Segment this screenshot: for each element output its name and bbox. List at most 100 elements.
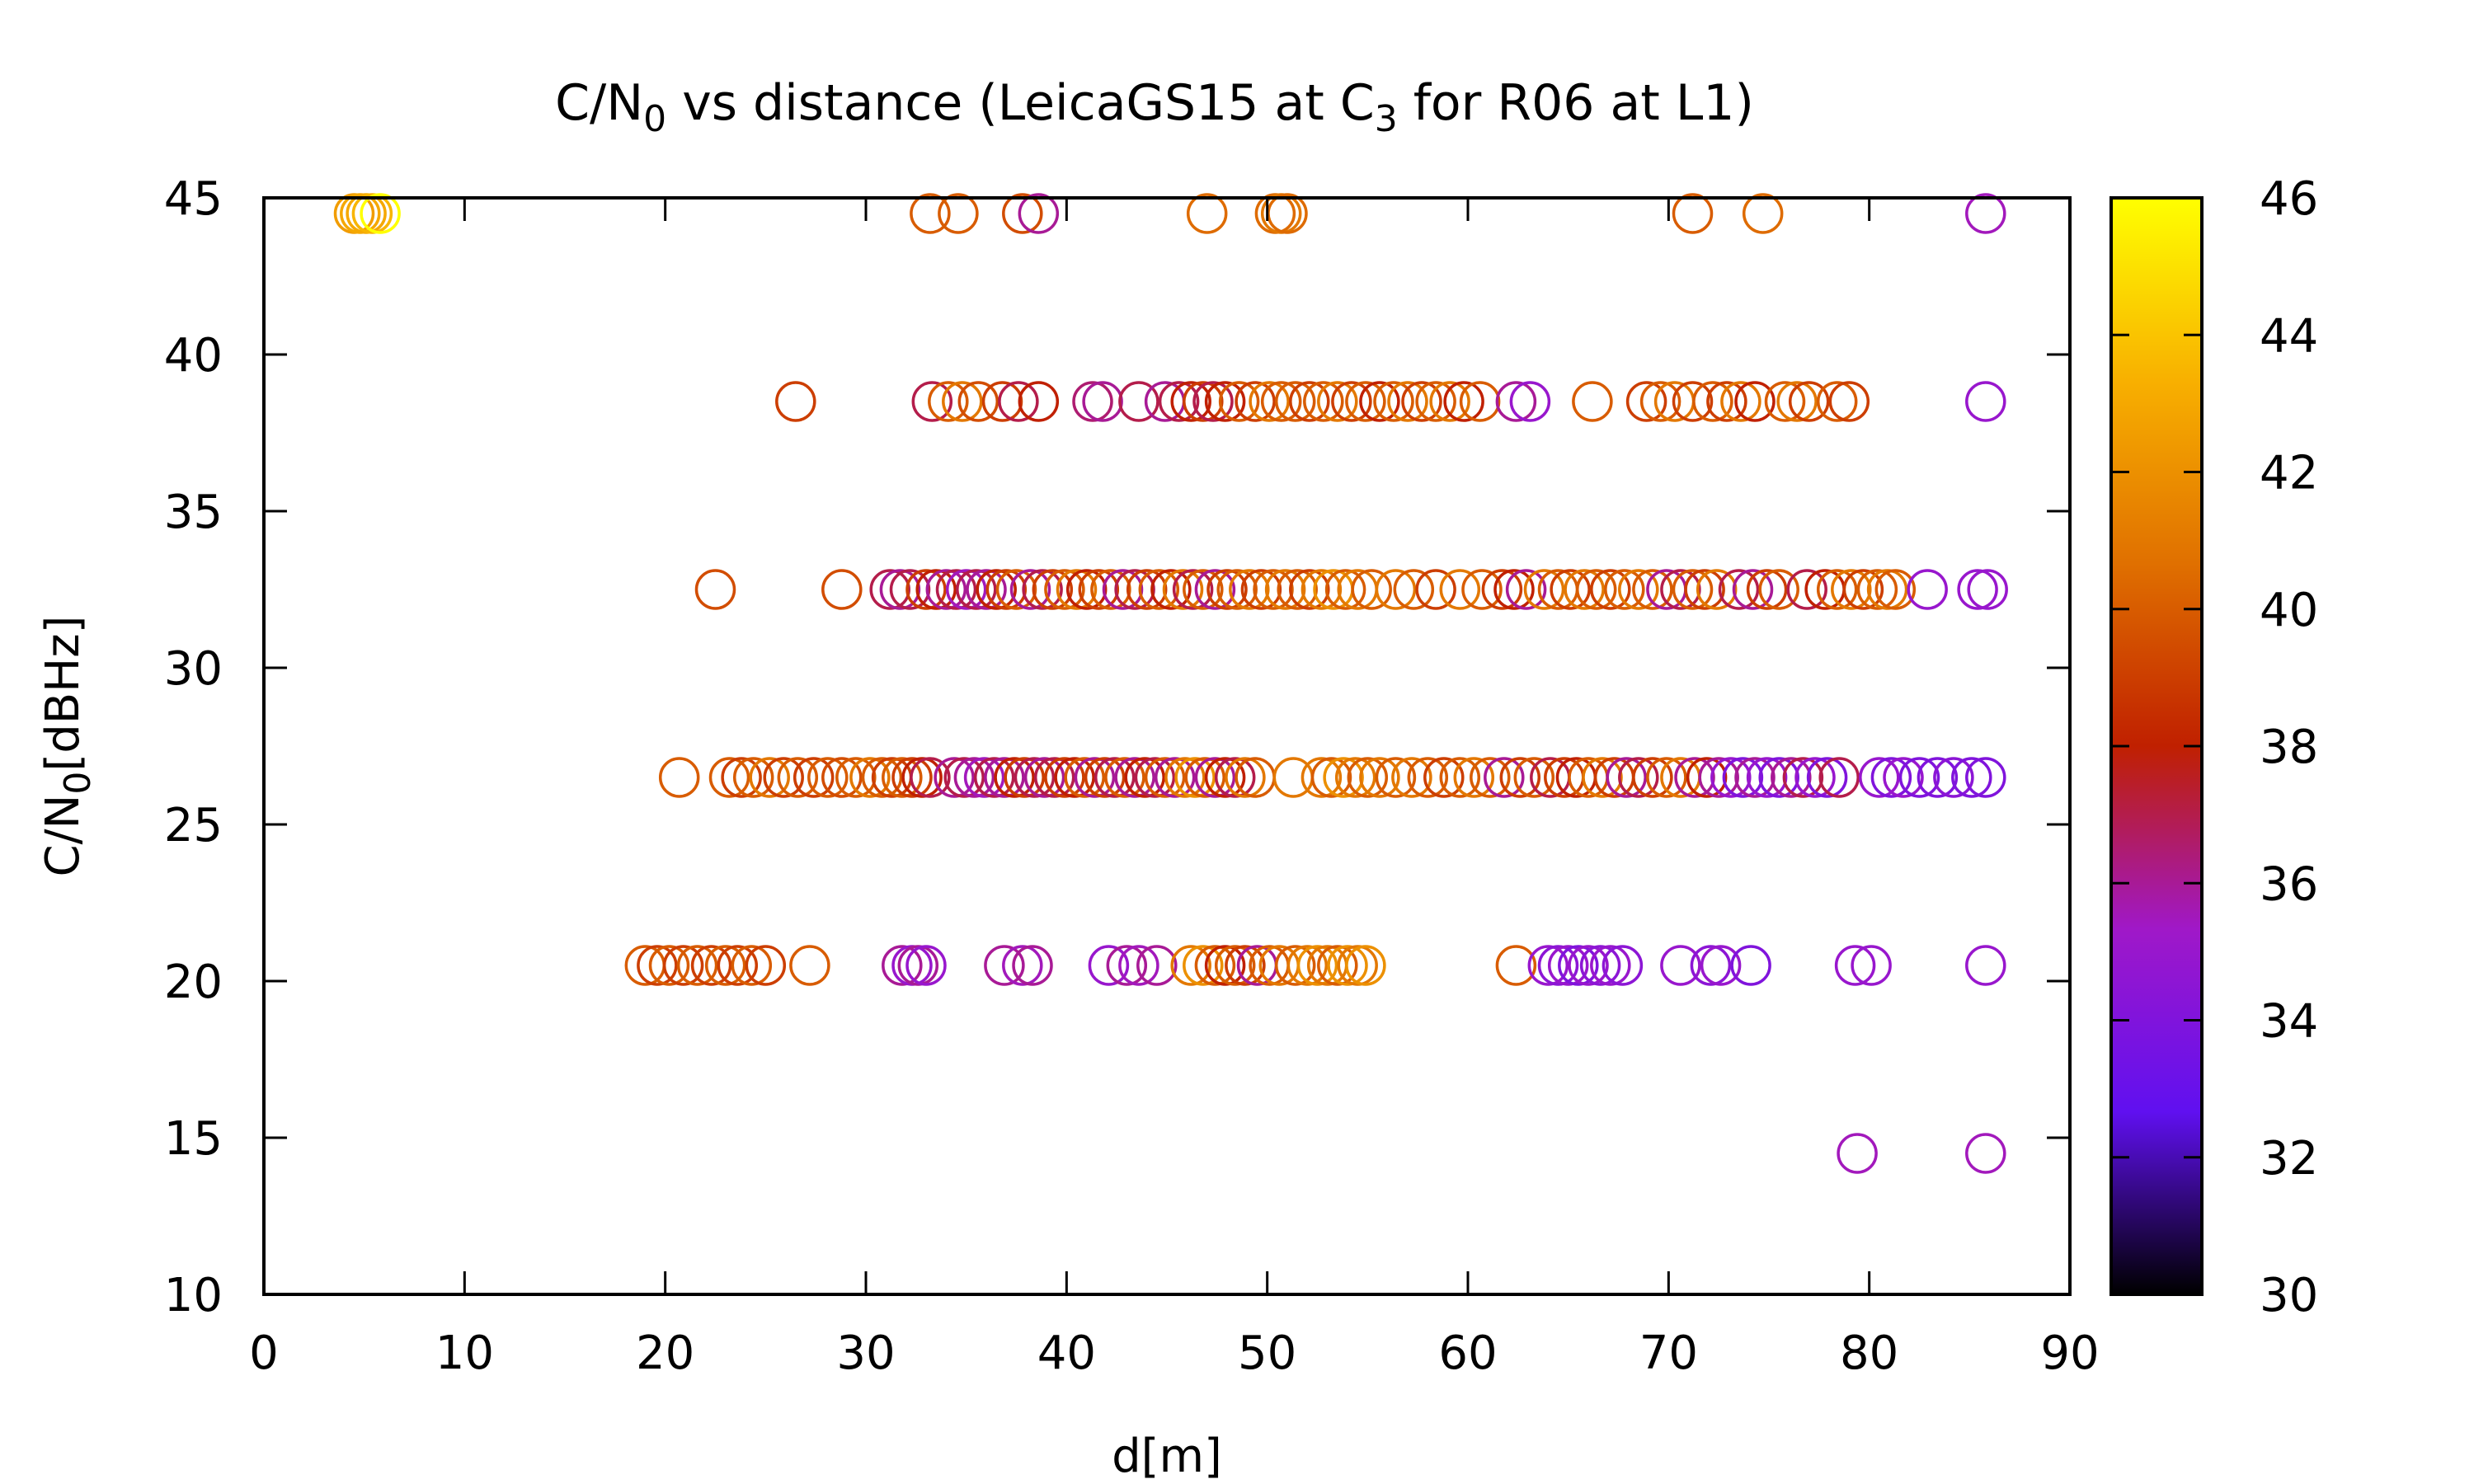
data-point [1136,945,1178,986]
data-point [1495,381,1537,422]
colorbar-tick-label: 34 [2260,995,2318,1049]
colorbar-tick-label: 30 [2260,1269,2318,1322]
data-point [1859,757,1900,798]
data-point [1758,757,1799,798]
data-point [1443,381,1484,422]
data-point [1672,193,1714,234]
data-point [1874,569,1917,610]
data-point [1184,757,1225,798]
data-point [953,757,995,798]
data-point [1602,945,1644,986]
data-point [1794,757,1836,798]
data-point [690,945,732,986]
x-tick-label: 60 [1438,1327,1497,1380]
data-point [1118,945,1159,986]
data-point [1331,381,1372,422]
data-point [1014,757,1056,798]
data-point [1898,757,1940,798]
data-point [717,945,759,986]
data-point [1632,569,1673,610]
data-point [1194,757,1236,798]
x-tick-label: 20 [636,1327,694,1380]
data-point [1967,569,2008,610]
data-point [745,945,787,986]
data-point [1082,381,1123,422]
data-point [1004,757,1045,798]
data-point [658,757,700,798]
x-tick-label: 40 [1037,1327,1096,1380]
data-point [1851,945,1892,986]
y-tick-label: 25 [164,799,223,852]
data-point [694,569,736,610]
data-point [1300,757,1343,798]
data-point [1439,569,1481,610]
data-point [1044,569,1085,610]
data-point [963,757,1005,798]
data-point [1002,945,1043,986]
data-point [807,757,849,798]
data-point [1579,945,1621,986]
data-point [1134,757,1176,798]
data-point [1672,381,1714,422]
data-point [925,569,967,610]
data-point [905,945,947,986]
data-point [1002,193,1043,234]
data-point [1786,569,1827,610]
data-point [1375,569,1417,610]
data-point [1732,569,1774,610]
data-point [928,381,969,422]
data-point [943,757,985,798]
data-point [1194,569,1236,610]
data-point [1558,945,1599,986]
data-point [901,757,943,798]
data-point [1734,757,1776,798]
x-tick-label: 90 [2040,1327,2099,1380]
data-point [1564,569,1605,610]
y-tick-label: 35 [164,486,223,539]
y-tick-label: 30 [164,642,223,696]
data-point [789,945,830,986]
data-point [1106,945,1148,986]
data-point [1216,569,1258,610]
data-point [1660,569,1701,610]
data-point [1816,381,1858,422]
data-point [1407,757,1449,798]
data-point [911,381,953,422]
data-point [1782,757,1824,798]
x-tick-label: 0 [249,1327,279,1380]
data-point [998,381,1039,422]
data-point [1957,569,1998,610]
data-point [1837,1133,1878,1174]
data-point [1138,569,1180,610]
y-tick-label: 10 [164,1269,223,1322]
data-point [1686,757,1728,798]
data-point [1274,381,1316,422]
data-point [1183,381,1224,422]
data-point [1453,757,1495,798]
data-point [1883,757,1924,798]
data-point [945,569,987,610]
data-point [1229,569,1270,610]
data-point [1235,381,1276,422]
data-point [1124,757,1165,798]
data-point [1788,381,1830,422]
data-point [861,757,903,798]
data-point [1722,757,1764,798]
data-point [984,945,1025,986]
data-point [1260,381,1302,422]
data-point [708,757,750,798]
data-point [1044,757,1085,798]
data-point [1965,1133,2006,1174]
y-tick-label: 40 [164,329,223,383]
data-point [1009,569,1051,610]
data-point [1170,945,1211,986]
x-axis: 0 10 20 30 40 50 60 70 80 90 [249,198,2100,1380]
data-point [1933,757,1974,798]
data-point [1225,945,1266,986]
data-point [1734,381,1776,422]
data-point [1870,757,1912,798]
data-point [1513,757,1555,798]
data-point [1359,757,1400,798]
data-point [1359,381,1400,422]
data-point [1415,381,1456,422]
